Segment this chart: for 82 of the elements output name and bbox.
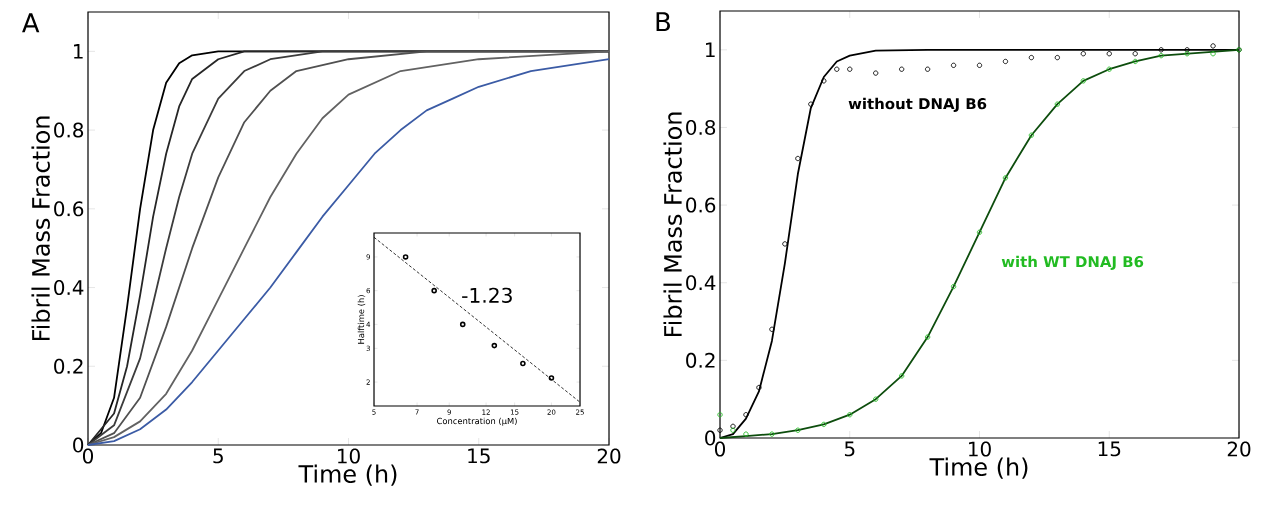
point bbox=[1158, 53, 1164, 59]
point bbox=[808, 101, 814, 107]
y-tick-label: 1 bbox=[706, 42, 715, 58]
x-axis-title: Concentration (µM) bbox=[437, 417, 517, 426]
point bbox=[782, 241, 788, 247]
point bbox=[402, 254, 409, 260]
x-tick-label: 20 bbox=[1227, 441, 1251, 457]
point bbox=[821, 421, 827, 428]
y-tick-label: 0 bbox=[705, 430, 716, 446]
point bbox=[847, 412, 853, 418]
point bbox=[1054, 54, 1060, 61]
text: with WT DNAJ B6 bbox=[1001, 255, 1144, 271]
x-tick-label: 15 bbox=[468, 448, 490, 464]
point bbox=[717, 412, 723, 418]
x-tick-label: 10 bbox=[969, 441, 991, 457]
point bbox=[1210, 43, 1216, 49]
series-label: without DNAJ B6 bbox=[848, 97, 987, 113]
x-tick-label: 5 bbox=[844, 441, 855, 457]
point bbox=[769, 326, 775, 332]
point bbox=[1002, 175, 1009, 181]
x-tick-label: 5 bbox=[213, 448, 223, 464]
point bbox=[1002, 58, 1009, 65]
y-tick-label: 0.6 bbox=[686, 197, 716, 213]
point bbox=[1080, 78, 1086, 84]
point bbox=[769, 431, 775, 437]
point bbox=[1210, 51, 1216, 57]
point bbox=[899, 373, 905, 379]
point bbox=[976, 62, 983, 68]
point bbox=[1132, 58, 1138, 65]
point bbox=[431, 287, 437, 294]
point bbox=[821, 78, 827, 84]
point bbox=[1080, 51, 1086, 57]
point bbox=[743, 412, 749, 418]
x-tick-label: 20 bbox=[597, 448, 621, 464]
point bbox=[976, 229, 983, 235]
point bbox=[834, 66, 840, 72]
point bbox=[1184, 47, 1190, 53]
point bbox=[873, 70, 879, 76]
point bbox=[950, 62, 957, 68]
y-tick-label: 1 bbox=[73, 44, 83, 59]
point bbox=[459, 321, 466, 328]
point bbox=[1028, 132, 1035, 138]
y-tick-label: 0.4 bbox=[686, 275, 716, 291]
point bbox=[717, 427, 723, 433]
point bbox=[795, 427, 801, 433]
x-tick-label: 10 bbox=[338, 448, 360, 464]
point bbox=[950, 283, 957, 290]
point bbox=[730, 427, 736, 433]
point bbox=[924, 66, 931, 72]
chart-title: A bbox=[22, 13, 40, 33]
point bbox=[491, 342, 498, 349]
point bbox=[756, 384, 762, 391]
point bbox=[548, 375, 555, 381]
y-tick-label: 0.8 bbox=[686, 119, 716, 135]
point bbox=[1158, 47, 1164, 53]
y-axis-title: Halftime (h) bbox=[357, 295, 366, 344]
point bbox=[1184, 51, 1190, 57]
y-tick-label: 0.2 bbox=[686, 352, 715, 368]
point bbox=[924, 334, 931, 340]
y-tick-label: 0.2 bbox=[54, 358, 83, 374]
point bbox=[1028, 54, 1035, 61]
y-tick-label: 0.8 bbox=[54, 122, 84, 138]
chart-title: B bbox=[656, 12, 670, 32]
point bbox=[795, 155, 801, 162]
point bbox=[730, 423, 736, 429]
point bbox=[1132, 51, 1138, 57]
point bbox=[847, 66, 853, 72]
point bbox=[520, 360, 526, 367]
annotation: -1.23 bbox=[462, 287, 512, 303]
y-axis-title: Fibril Mass Fraction bbox=[663, 112, 682, 337]
point bbox=[1054, 101, 1060, 107]
x-axis-title: Time (h) bbox=[298, 464, 397, 486]
point bbox=[1106, 66, 1112, 72]
y-tick-label: 0.4 bbox=[54, 280, 84, 296]
point bbox=[899, 66, 905, 72]
point bbox=[743, 431, 749, 437]
y-tick-label: 0.6 bbox=[54, 201, 84, 217]
point bbox=[873, 396, 879, 402]
x-axis-title: Time (h) bbox=[929, 457, 1028, 479]
y-axis-title: Fibril Mass Fraction bbox=[31, 116, 50, 341]
x-tick-label: 15 bbox=[1098, 441, 1121, 457]
point bbox=[1106, 51, 1112, 57]
